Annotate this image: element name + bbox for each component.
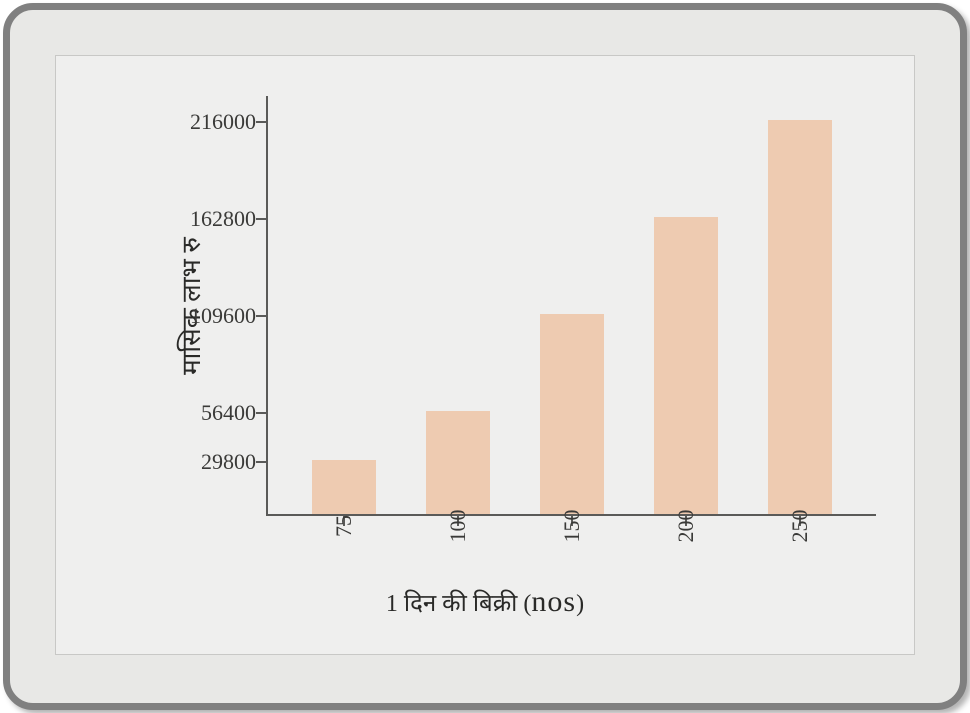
y-tick bbox=[256, 412, 266, 414]
x-axis-title: 1 दिन की बिक्री (nos) bbox=[56, 585, 914, 619]
y-tick bbox=[256, 218, 266, 220]
bar bbox=[768, 120, 832, 514]
y-tick bbox=[256, 315, 266, 317]
bar bbox=[540, 314, 604, 514]
x-tick-label: 200 bbox=[673, 510, 699, 543]
chart-frame: मासिक लाभ रु 298005640010960016280021600… bbox=[3, 3, 967, 710]
x-tick-label: 150 bbox=[559, 510, 585, 543]
y-tick bbox=[256, 121, 266, 123]
bar bbox=[312, 460, 376, 514]
bar bbox=[426, 411, 490, 514]
x-axis-title-prefix: 1 दिन की बिक्री ( bbox=[386, 591, 532, 617]
x-tick-label: 100 bbox=[445, 510, 471, 543]
bar bbox=[654, 217, 718, 514]
y-tick bbox=[256, 461, 266, 463]
x-tick-label: 250 bbox=[787, 510, 813, 543]
y-tick-label: 109600 bbox=[190, 303, 256, 329]
x-tick-label: 75 bbox=[331, 515, 357, 537]
y-tick-label: 56400 bbox=[201, 400, 256, 426]
chart-panel: मासिक लाभ रु 298005640010960016280021600… bbox=[55, 55, 915, 655]
y-tick-label: 29800 bbox=[201, 449, 256, 475]
y-tick-label: 162800 bbox=[190, 206, 256, 232]
y-tick-label: 216000 bbox=[190, 109, 256, 135]
chart-area: 2980056400109600162800216000751001502002… bbox=[266, 96, 876, 516]
x-axis-title-suffix: ) bbox=[576, 591, 584, 617]
x-axis-title-nos: nos bbox=[531, 585, 576, 618]
y-axis-line bbox=[266, 96, 268, 516]
